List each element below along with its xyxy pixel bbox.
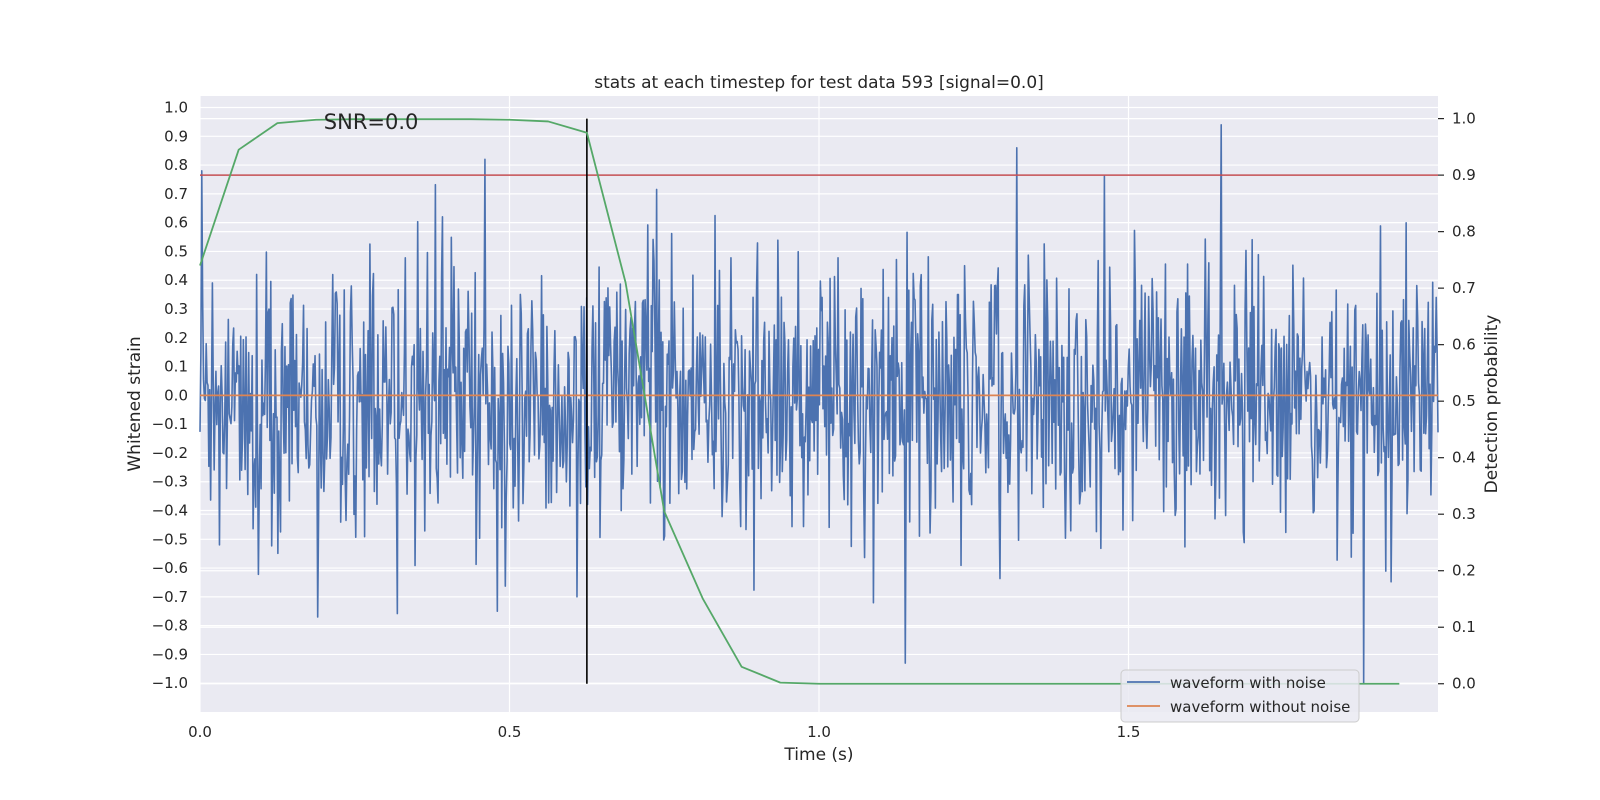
noise-series	[199, 123, 1439, 685]
legend: waveform with noise waveform without noi…	[1120, 669, 1360, 723]
y-tick-label-right: 0.2	[1452, 562, 1476, 580]
y-tick-label-left: −0.6	[152, 559, 188, 577]
snr-annotation: SNR=0.0	[324, 110, 419, 134]
y-tick-label-left: 0.9	[164, 127, 188, 145]
y-tick-label-left: 1.0	[164, 99, 188, 117]
x-tick-label: 0.0	[188, 723, 212, 741]
y-tick-label-left: −0.7	[152, 588, 188, 606]
y-tick-label-right: 0.3	[1452, 505, 1476, 523]
y-tick-label-right: 0.0	[1452, 675, 1476, 693]
y-tick-label-left: −0.1	[152, 415, 188, 433]
series-waveform-with-noise	[199, 123, 1439, 685]
y-tick-label-left: 0.5	[164, 242, 188, 260]
y-tick-label-left: 0.1	[164, 358, 188, 376]
y-tick-label-right: 0.5	[1452, 392, 1476, 410]
y-tick-label-right: 0.9	[1452, 166, 1476, 184]
y-tick-label-left: 0.3	[164, 300, 188, 318]
y-tick-label-right: 0.7	[1452, 279, 1476, 297]
y-tick-label-left: 0.7	[164, 185, 188, 203]
y-tick-label-right: 0.4	[1452, 449, 1476, 467]
x-tick-label: 1.0	[807, 723, 831, 741]
y-axis-label-left: Whitened strain	[125, 336, 145, 471]
y-tick-label-left: −0.4	[152, 502, 188, 520]
x-tick-label: 1.5	[1117, 723, 1141, 741]
y-tick-label-right: 0.1	[1452, 618, 1476, 636]
y-tick-label-left: 0.6	[164, 214, 188, 232]
y-tick-label-left: −1.0	[152, 674, 188, 692]
chart-title: stats at each timestep for test data 593…	[594, 73, 1044, 93]
y-tick-label-left: 0.0	[164, 386, 188, 404]
y-tick-label-left: −0.3	[152, 473, 188, 491]
x-axis-label: Time (s)	[783, 745, 853, 765]
x-tick-label: 0.5	[498, 723, 522, 741]
y-tick-label-left: 0.2	[164, 329, 188, 347]
y-tick-label-left: −0.5	[152, 530, 188, 548]
y-tick-label-right: 1.0	[1452, 110, 1476, 128]
y-tick-label-right: 0.6	[1452, 336, 1476, 354]
y-tick-label-left: −0.9	[152, 645, 188, 663]
y-tick-label-left: 0.8	[164, 156, 188, 174]
y-tick-label-left: −0.8	[152, 617, 188, 635]
y-axis-label-right: Detection probability	[1482, 315, 1502, 494]
legend-box	[1120, 669, 1360, 723]
y-tick-label-left: −0.2	[152, 444, 188, 462]
legend-label-noise: waveform with noise	[1170, 674, 1326, 692]
y-tick-label-right: 0.8	[1452, 223, 1476, 241]
legend-label-clean: waveform without noise	[1170, 698, 1350, 716]
y-tick-label-left: 0.4	[164, 271, 188, 289]
ticks: 1.0 0.9 0.8 0.7 0.6 0.5 0.4 0.3 0.2 0.1 0.0 −0.1 −0.…	[152, 99, 1476, 741]
